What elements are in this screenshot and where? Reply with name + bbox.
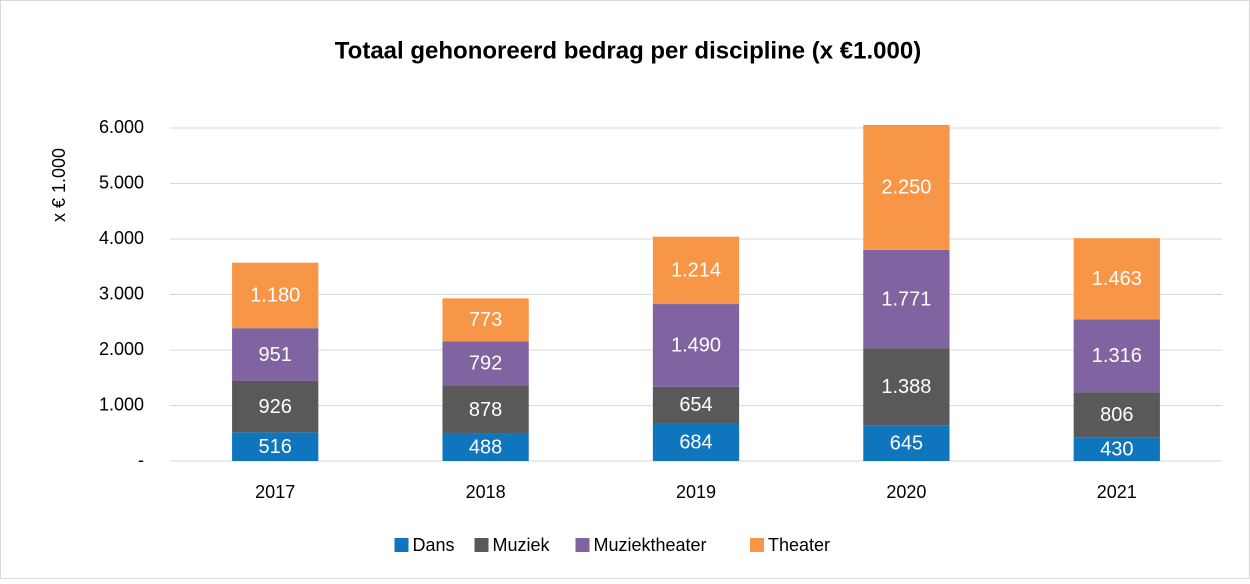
data-label: 645 bbox=[890, 432, 923, 454]
bar-segment bbox=[652, 386, 740, 424]
data-label: 792 bbox=[469, 352, 502, 374]
data-label: 1.180 bbox=[250, 285, 300, 307]
bar-segment bbox=[652, 423, 740, 461]
data-label: 806 bbox=[1100, 404, 1133, 426]
y-tick-label: 6.000 bbox=[99, 117, 144, 137]
data-label: 773 bbox=[469, 309, 502, 331]
bar-segment bbox=[863, 249, 950, 349]
y-tick-label: - bbox=[138, 450, 144, 470]
legend-label: Theater bbox=[768, 535, 830, 555]
bar-segment bbox=[652, 236, 740, 305]
data-label: 684 bbox=[679, 431, 712, 453]
bar-segment bbox=[442, 298, 529, 342]
bar-segment bbox=[1073, 392, 1160, 438]
data-label: 878 bbox=[469, 399, 502, 421]
legend-swatch bbox=[474, 538, 489, 552]
data-label: 430 bbox=[1100, 438, 1133, 460]
data-label: 1.388 bbox=[881, 376, 931, 398]
bar-segment bbox=[442, 341, 529, 386]
x-tick-label: 2021 bbox=[1097, 482, 1137, 502]
data-label: 1.771 bbox=[881, 288, 931, 310]
y-tick-label: 5.000 bbox=[99, 172, 144, 192]
y-tick-label: 4.000 bbox=[99, 228, 144, 248]
data-label: 951 bbox=[259, 344, 292, 366]
chart-title: Totaal gehonoreerd bedrag per discipline… bbox=[335, 37, 921, 64]
y-tick-label: 1.000 bbox=[99, 394, 144, 414]
bar-segment bbox=[232, 262, 319, 329]
bar-segment bbox=[232, 328, 319, 381]
bar-segment bbox=[863, 425, 950, 461]
bar-segment bbox=[442, 433, 529, 461]
data-label: 926 bbox=[259, 396, 292, 418]
bar-segment bbox=[1073, 319, 1160, 393]
data-label: 654 bbox=[679, 394, 712, 416]
bar-segment bbox=[863, 125, 950, 250]
x-tick-label: 2019 bbox=[676, 482, 716, 502]
bar-segment bbox=[1073, 437, 1160, 461]
data-label: 1.490 bbox=[671, 335, 721, 357]
legend-label: Dans bbox=[413, 535, 455, 555]
y-axis-label: x € 1.000 bbox=[49, 148, 69, 222]
bar-segment bbox=[232, 432, 319, 461]
x-tick-label: 2017 bbox=[255, 482, 295, 502]
x-tick-label: 2020 bbox=[886, 482, 926, 502]
legend-label: Muziek bbox=[493, 535, 551, 555]
y-tick-label: 2.000 bbox=[99, 339, 144, 359]
legend-swatch bbox=[750, 538, 764, 552]
data-label: 1.214 bbox=[671, 260, 721, 282]
legend-label: Muziektheater bbox=[594, 535, 707, 555]
legend-swatch bbox=[394, 538, 409, 552]
bar-segment bbox=[232, 380, 319, 433]
data-label: 2.250 bbox=[881, 177, 931, 199]
x-tick-label: 2018 bbox=[466, 482, 506, 502]
bar-segment bbox=[652, 304, 740, 387]
bar-segment bbox=[863, 348, 950, 426]
data-label: 1.463 bbox=[1092, 268, 1142, 290]
data-label: 516 bbox=[259, 436, 292, 458]
data-label: 1.316 bbox=[1092, 345, 1142, 367]
bar-segment bbox=[442, 385, 529, 434]
data-label: 488 bbox=[469, 437, 502, 459]
bar-segment bbox=[1073, 238, 1160, 320]
legend-swatch bbox=[575, 538, 590, 552]
y-tick-label: 3.000 bbox=[99, 283, 144, 303]
